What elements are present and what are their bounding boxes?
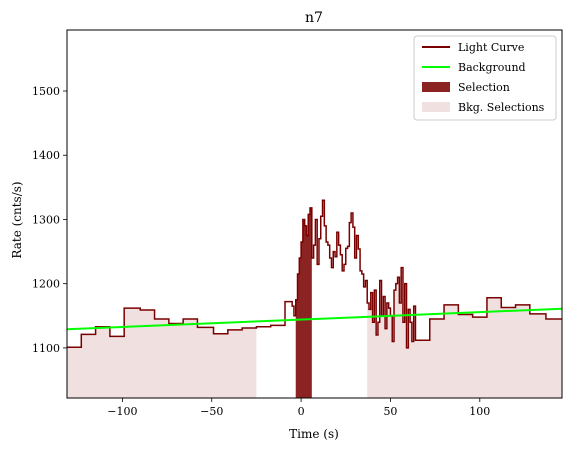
x-tick-label: 100 [469,405,490,418]
y-tick-label: 1200 [32,278,60,291]
legend: Light Curve Background Selection Bkg. Selec… [413,35,557,121]
y-axis-label: Rate (cnts/s) [10,181,24,258]
bkg-selection-region-0 [67,308,257,398]
axes-layer: −100 −50 0 50 100 1100 1200 1300 1400 1500 [32,29,563,418]
plot-layer [67,199,562,398]
legend-label-0: Light Curve [458,41,524,54]
plot-content [67,199,562,398]
x-tick-label: 50 [383,405,397,418]
x-tick-label: −50 [200,405,223,418]
bkg-selection-region-1 [367,267,562,398]
selection-region [295,207,312,398]
plot-frame [66,29,563,399]
legend-swatch-3 [422,102,450,112]
x-tick-label: 0 [298,405,305,418]
chart-title: n7 [305,10,323,26]
x-tick-label: −100 [107,405,137,418]
legend-box [413,35,557,121]
legend-label-1: Background [458,61,526,74]
background-fit-line [67,307,562,331]
legend-label-2: Selection [458,81,510,94]
legend-swatch-2 [422,82,450,92]
y-tick-label: 1100 [32,342,60,355]
legend-label-3: Bkg. Selections [458,101,545,114]
y-tick-label: 1400 [32,149,60,162]
x-axis-label: Time (s) [289,427,339,441]
y-tick-label: 1300 [32,213,60,226]
light-curve-line [67,199,562,349]
y-tick-label: 1500 [32,85,60,98]
